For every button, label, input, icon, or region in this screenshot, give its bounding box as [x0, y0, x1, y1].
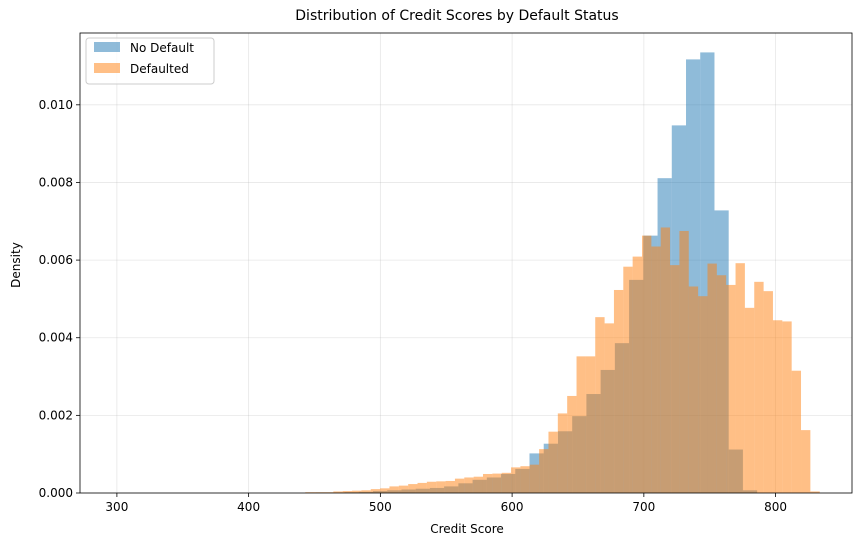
x-axis-ticks: 300 400 500 600 700 800 [105, 493, 787, 514]
histogram-bar [744, 307, 755, 493]
histogram-bar [520, 466, 530, 493]
histogram-bars [305, 52, 820, 494]
histogram-bar [352, 490, 362, 493]
histogram-bar [688, 286, 699, 493]
histogram-bar [707, 263, 717, 493]
x-axis-label: Credit Score [430, 522, 504, 536]
histogram-bar [801, 430, 811, 493]
x-tick-label: 700 [632, 500, 655, 514]
histogram-bar [660, 227, 671, 493]
x-tick-label: 800 [764, 500, 787, 514]
y-tick-label: 0.008 [39, 175, 73, 189]
histogram-bar [333, 491, 343, 493]
histogram-bar [482, 473, 493, 493]
histogram-bar [408, 484, 418, 493]
y-axis-label: Density [9, 242, 23, 288]
histogram-bar [772, 320, 783, 493]
histogram-bar [492, 473, 502, 493]
histogram-bar [398, 485, 409, 493]
histogram-bar [651, 246, 661, 493]
histogram-bar [679, 230, 689, 494]
legend-swatch [94, 42, 120, 52]
x-tick-label: 300 [105, 500, 128, 514]
histogram-bar [370, 489, 381, 493]
x-tick-label: 500 [369, 500, 392, 514]
histogram-bar [417, 482, 427, 493]
histogram-bar [445, 480, 455, 493]
y-tick-label: 0.006 [39, 253, 73, 267]
histogram-bar [548, 431, 558, 493]
y-tick-label: 0.000 [39, 486, 73, 500]
histogram-bar [604, 323, 614, 493]
histogram-bar [698, 296, 708, 493]
histogram-bar [763, 291, 773, 493]
histogram-bar [613, 289, 624, 493]
series-defaulted [305, 227, 820, 494]
legend-label: Defaulted [130, 62, 189, 76]
histogram-bar [529, 464, 540, 493]
histogram-bar [670, 265, 680, 493]
histogram-bar [557, 413, 568, 493]
histogram-bar [595, 317, 605, 493]
histogram-bar [436, 481, 446, 493]
histogram-bar [342, 491, 353, 493]
histogram-bar [511, 467, 521, 493]
histogram-bar [791, 370, 802, 493]
histogram-bar [810, 491, 820, 493]
histogram-bar [585, 356, 596, 493]
histogram-bar [539, 449, 549, 493]
histogram-bar [361, 490, 371, 493]
histogram-bar [454, 478, 465, 493]
y-axis-ticks: 0.000 0.002 0.004 0.006 0.008 0.010 [39, 98, 80, 500]
histogram-bar [726, 284, 736, 493]
histogram-bar [754, 281, 764, 493]
y-tick-label: 0.004 [39, 331, 73, 345]
histogram-bar [623, 266, 633, 493]
histogram-bar [632, 256, 643, 493]
legend-label: No Default [130, 41, 194, 55]
histogram-bar [426, 481, 437, 493]
histogram-bar [576, 356, 586, 493]
histogram-bar [501, 472, 512, 493]
chart-title: Distribution of Credit Scores by Default… [295, 8, 618, 24]
histogram-bar [642, 235, 652, 493]
histogram-bar [380, 488, 390, 493]
histogram-bar [735, 263, 745, 493]
legend: No Default Defaulted [85, 37, 215, 85]
histogram-bar [716, 275, 727, 493]
y-tick-label: 0.002 [39, 408, 73, 422]
histogram-bar [464, 477, 474, 493]
histogram-bar [782, 321, 792, 493]
histogram-bar [567, 395, 577, 493]
x-tick-label: 600 [501, 500, 524, 514]
legend-swatch [94, 63, 120, 73]
y-tick-label: 0.010 [39, 98, 73, 112]
histogram-bar [389, 486, 399, 493]
histogram-bar [473, 476, 483, 493]
x-tick-label: 400 [237, 500, 260, 514]
plot-frame [79, 32, 853, 494]
